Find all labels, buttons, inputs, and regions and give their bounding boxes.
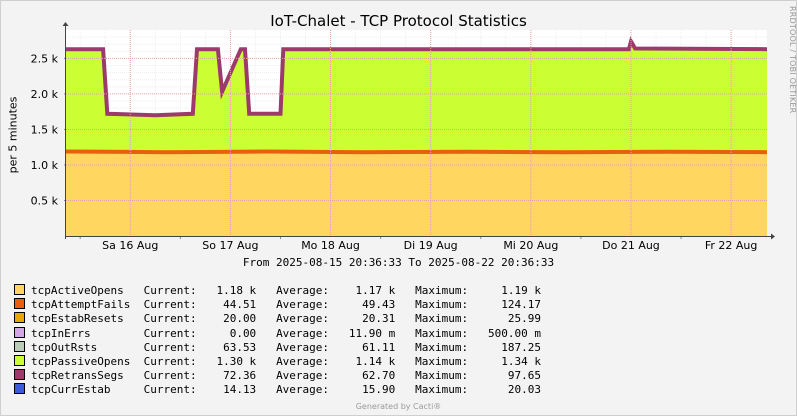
legend-maximum-label: Maximum: — [415, 340, 475, 354]
legend-current-label: Current: — [143, 298, 204, 312]
legend-row: tcpAttemptFails Current: 44.51 Average: … — [14, 298, 541, 312]
legend-average-value: 11.90 m — [335, 326, 416, 340]
legend-current-value: 1.18 k — [203, 284, 277, 297]
time-range-text: From 2025-08-15 20:36:33 To 2025-08-22 2… — [242, 256, 555, 269]
axes — [62, 22, 775, 240]
legend-average-label: Average: — [276, 369, 336, 383]
legend-average-label: Average: — [276, 326, 336, 340]
tcp-active-opens-area — [66, 151, 767, 236]
legend-average-label: Average: — [276, 284, 336, 297]
legend-current-label: Current: — [143, 369, 204, 383]
legend-average-label: Average: — [276, 383, 336, 397]
legend-average-label: Average: — [276, 298, 336, 312]
legend-maximum-value: 1.34 k — [474, 354, 541, 368]
y-tick-label: 0.5 k — [31, 194, 59, 207]
legend-row: tcpOutRsts Current: 63.53 Average: 61.11… — [14, 340, 541, 355]
y-tick-label: 1.0 k — [31, 159, 59, 172]
y-tick-label: 1.5 k — [31, 123, 59, 136]
legend-series-name: tcpEstabResets — [31, 312, 144, 326]
legend-series-name: tcpRetransSegs — [31, 369, 144, 383]
legend-series-name: tcpInErrs — [31, 326, 144, 340]
x-tick-label: Di 19 Aug — [404, 239, 458, 252]
legend-current-label: Current: — [143, 284, 204, 297]
legend-row: tcpCurrEstab Current: 14.13 Average: 15.… — [14, 383, 541, 397]
series-areas — [65, 36, 768, 237]
y-tick-label: 2.5 k — [31, 52, 59, 65]
x-tick-label: Mi 20 Aug — [503, 239, 558, 252]
rrdtool-watermark: RRDTOOL / TOBI OETIKER — [788, 6, 797, 114]
legend-current-value: 20.00 — [203, 312, 277, 326]
legend-maximum-value: 25.99 — [474, 312, 541, 326]
legend-series-name: tcpAttemptFails — [31, 298, 144, 312]
legend-row: tcpEstabResets Current: 20.00 Average: 2… — [14, 312, 541, 326]
legend-maximum-value: 97.65 — [474, 369, 541, 383]
legend-current-value: 72.36 — [203, 369, 277, 383]
legend-swatch — [14, 354, 25, 366]
x-axis-arrow — [771, 233, 775, 240]
legend-current-value: 44.51 — [203, 298, 277, 312]
legend-row: tcpActiveOpens Current: 1.18 k Average: … — [14, 284, 541, 298]
legend-swatch — [14, 340, 25, 352]
y-tick-label: 2.0 k — [31, 88, 59, 101]
legend-average-label: Average: — [276, 340, 336, 354]
legend-series-name: tcpCurrEstab — [31, 383, 144, 397]
legend-current-label: Current: — [143, 383, 204, 397]
legend-maximum-label: Maximum: — [415, 312, 475, 326]
legend-current-label: Current: — [143, 354, 204, 368]
legend-swatch — [14, 284, 25, 295]
x-tick-label: Fr 22 Aug — [705, 239, 758, 252]
legend-row: tcpRetransSegs Current: 72.36 Average: 6… — [14, 369, 541, 383]
legend-swatch — [14, 312, 25, 324]
legend-swatch — [14, 383, 25, 395]
generated-by-footer: Generated by Cacti® — [355, 402, 442, 411]
legend-average-value: 62.70 — [335, 369, 416, 383]
major-grid — [66, 30, 767, 236]
y-axis-arrow — [62, 22, 69, 26]
legend-average-value: 1.17 k — [335, 284, 416, 297]
legend-maximum-value: 124.17 — [474, 298, 541, 312]
x-tick-label: Do 21 Aug — [602, 239, 660, 252]
legend-average-value: 1.14 k — [335, 354, 416, 368]
tcp-attempt-fails-band — [65, 149, 768, 155]
legend-maximum-label: Maximum: — [415, 369, 475, 383]
legend-maximum-label: Maximum: — [415, 383, 475, 397]
legend-maximum-value: 187.25 — [474, 340, 541, 354]
tcp-retrans-segs-band — [66, 36, 768, 118]
x-tick-label: So 17 Aug — [202, 239, 258, 252]
legend-maximum-label: Maximum: — [415, 298, 475, 312]
legend-swatch — [14, 326, 25, 338]
legend-maximum-value: 20.03 — [474, 383, 541, 397]
legend-average-value: 20.31 — [335, 312, 416, 326]
legend-series-name: tcpActiveOpens — [31, 284, 144, 297]
legend-maximum-value: 1.19 k — [474, 284, 541, 297]
legend-average-label: Average: — [276, 354, 336, 368]
legend-current-label: Current: — [143, 340, 204, 354]
axis-ticks: 0.5 k 1.0 k 1.5 k 2.0 k 2.5 k Sa 16 Aug So 17 … — [31, 52, 758, 252]
legend-swatch — [14, 369, 25, 381]
plot-area: 0.5 k 1.0 k 1.5 k 2.0 k 2.5 k Sa 16 Aug So 17 … — [31, 22, 775, 252]
legend-row: tcpInErrs Current: 0.00 Average: 11.90 m… — [14, 326, 541, 341]
legend-average-value: 49.43 — [335, 298, 416, 312]
legend-current-value: 63.53 — [203, 340, 277, 354]
x-tick-label: Mo 18 Aug — [301, 239, 360, 252]
legend-maximum-label: Maximum: — [415, 326, 475, 340]
chart-title: IoT-Chalet - TCP Protocol Statistics — [270, 12, 527, 30]
legend-average-value: 61.11 — [335, 340, 416, 354]
legend-swatch — [14, 298, 25, 310]
legend-current-value: 0.00 — [203, 326, 277, 340]
legend-maximum-label: Maximum: — [415, 284, 475, 297]
legend-average-value: 15.90 — [335, 383, 416, 397]
legend-current-value: 1.30 k — [203, 354, 277, 368]
legend-series-name: tcpOutRsts — [31, 340, 144, 354]
legend-row: tcpPassiveOpens Current: 1.30 k Average:… — [14, 354, 541, 369]
x-tick-label: Sa 16 Aug — [102, 239, 158, 252]
legend-maximum-label: Maximum: — [415, 354, 475, 368]
legend-current-value: 14.13 — [203, 383, 277, 397]
legend: tcpActiveOpens Current: 1.18 k Average: … — [14, 284, 541, 398]
legend-average-label: Average: — [276, 312, 336, 326]
legend-current-label: Current: — [143, 312, 204, 326]
legend-current-label: Current: — [143, 326, 204, 340]
legend-series-name: tcpPassiveOpens — [31, 354, 144, 368]
legend-maximum-value: 500.00 m — [474, 326, 541, 340]
